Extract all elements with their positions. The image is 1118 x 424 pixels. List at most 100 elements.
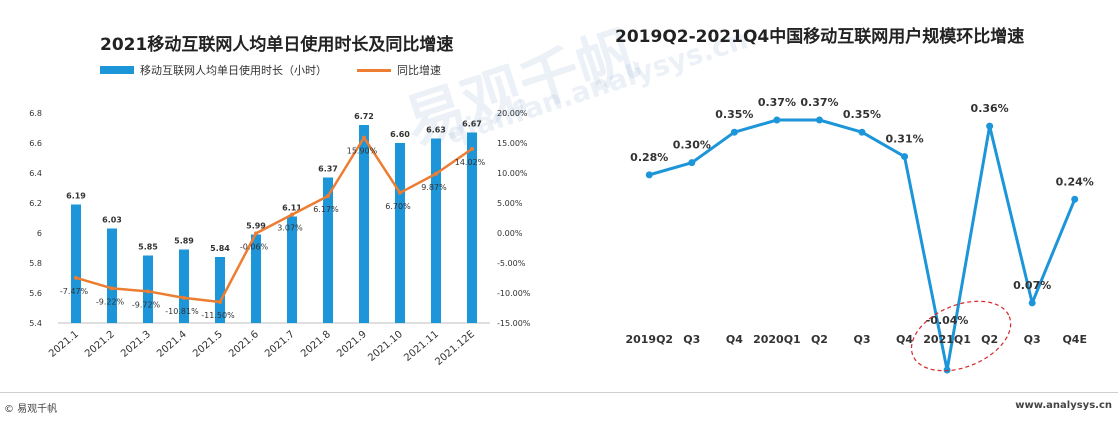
chart1-title: 2021移动互联网人均单日使用时长及同比增速 [100, 35, 454, 55]
point-value-label: 0.28% [630, 151, 668, 164]
line-value-label: 14.02% [455, 158, 486, 167]
line-point [110, 286, 114, 291]
line-value-label: -0.06% [240, 242, 269, 251]
point-value-label: 0.37% [800, 96, 838, 109]
line-point [434, 171, 438, 176]
point-value-label: 0.37% [758, 96, 796, 109]
line-point [943, 366, 951, 374]
legend-item-line: 同比增速 [357, 62, 441, 78]
line-point [182, 295, 186, 300]
x-tick-label: Q3 [853, 333, 870, 346]
bar-value-label: 5.84 [210, 244, 230, 253]
x-tick-label: Q4E [1062, 333, 1087, 346]
y-left-tick-label: 6.4 [29, 169, 42, 178]
line-point [688, 159, 696, 167]
x-tick-label: 2021.10 [366, 329, 405, 364]
y-left-tick-label: 6.8 [29, 109, 42, 118]
chart1-legend: 移动互联网人均单日使用时长（小时） 同比增速 [100, 62, 471, 78]
line-value-label: 9.87% [421, 183, 447, 192]
x-tick-label: Q4 [896, 333, 913, 346]
point-value-label: 0.31% [885, 133, 923, 146]
legend-item-bar: 移动互联网人均单日使用时长（小时） [100, 62, 327, 78]
line-point [645, 171, 653, 179]
point-value-label: 0.30% [673, 139, 711, 152]
chart1-svg: 6.8 6.6 6.4 6.2 6 5.8 5.6 5.4 20.00% 15.00% 10.00%… [29, 109, 531, 368]
line-value-label: -7.47% [60, 287, 89, 296]
line-point [730, 128, 738, 136]
legend-bar-swatch [100, 66, 134, 74]
line-value-label: -9.72% [132, 300, 161, 309]
y-left-tick-label: 5.4 [29, 319, 42, 328]
y-right-tick-label: 15.00% [497, 139, 528, 148]
x-tick-label: 2021.4 [155, 329, 189, 360]
x-tick-label: Q2 [981, 333, 998, 346]
y-left-tick-label: 5.6 [29, 289, 42, 298]
line-value-label: 6.17% [313, 205, 339, 214]
line-point [398, 190, 402, 195]
bar [71, 204, 81, 323]
line-point [901, 153, 909, 161]
y-right-tick-label: 0.00% [497, 229, 523, 238]
line-point [1071, 195, 1079, 203]
x-tick-label: 2021.7 [263, 329, 297, 360]
x-tick-label: 2021.1 [47, 329, 81, 360]
line-value-label: -11.50% [201, 311, 235, 320]
bar-value-label: 6.37 [318, 165, 338, 174]
legend-bar-label: 移动互联网人均单日使用时长（小时） [140, 64, 327, 77]
x-tick-label: 2019Q2 [625, 333, 673, 346]
x-tick-label: 2021.9 [335, 329, 369, 360]
bar-value-label: 5.99 [246, 222, 266, 231]
bar [143, 255, 153, 323]
point-value-label: 0.24% [1056, 175, 1094, 188]
footer-copyright: © 易观千帆 [4, 404, 58, 415]
x-tick-label: 2021.8 [299, 329, 333, 360]
y-right-tick-label: -10.00% [497, 289, 531, 298]
point-value-label: 0.07% [1013, 279, 1051, 292]
line-point [290, 212, 294, 217]
line-point [74, 275, 78, 280]
bar-value-label: 6.60 [390, 130, 410, 139]
legend-line-swatch [357, 68, 391, 72]
y-left-tick-label: 6 [37, 229, 42, 238]
line-value-label: 6.70% [385, 202, 411, 211]
bar [467, 132, 477, 323]
bar [179, 249, 189, 323]
point-value-label: 0.35% [715, 108, 753, 121]
line-value-label: 3.07% [277, 224, 303, 233]
point-value-label: -0.04% [926, 314, 969, 327]
line-point [986, 122, 994, 130]
line-point [858, 128, 866, 136]
line-value-label: -9.22% [96, 297, 125, 306]
y-left-tick-label: 6.2 [29, 199, 42, 208]
x-tick-label: Q2 [811, 333, 828, 346]
y-left-tick-label: 6.6 [29, 139, 42, 148]
bar-value-label: 5.85 [138, 243, 158, 252]
line-point [1028, 299, 1036, 307]
bar-value-label: 6.19 [66, 192, 86, 201]
line-value-label: -10.81% [165, 307, 199, 316]
y-left-tick-label: 5.8 [29, 259, 42, 268]
bar [215, 257, 225, 323]
chart2-title: 2019Q2-2021Q4中国移动互联网用户规模环比增速 [615, 27, 1025, 47]
bar [431, 138, 441, 323]
bar [359, 125, 369, 323]
x-tick-label: Q3 [683, 333, 700, 346]
line-point [326, 193, 330, 198]
line-value-label: 15.90% [347, 147, 378, 156]
bar-value-label: 6.63 [426, 126, 446, 135]
bar-value-label: 6.03 [102, 216, 122, 225]
line-point [218, 300, 222, 304]
bar [107, 228, 117, 323]
line-point [815, 116, 823, 124]
bar-value-label: 6.72 [354, 112, 374, 121]
bar [323, 177, 333, 323]
x-tick-label: 2021.3 [119, 329, 153, 360]
bar-value-label: 5.89 [174, 237, 194, 246]
line-point [773, 116, 781, 124]
growth-line [75, 136, 473, 304]
y-right-tick-label: 5.00% [497, 199, 523, 208]
bar [251, 234, 261, 323]
x-tick-label: 2021.2 [83, 329, 117, 360]
point-value-label: 0.35% [843, 108, 881, 121]
line-point [254, 231, 258, 236]
